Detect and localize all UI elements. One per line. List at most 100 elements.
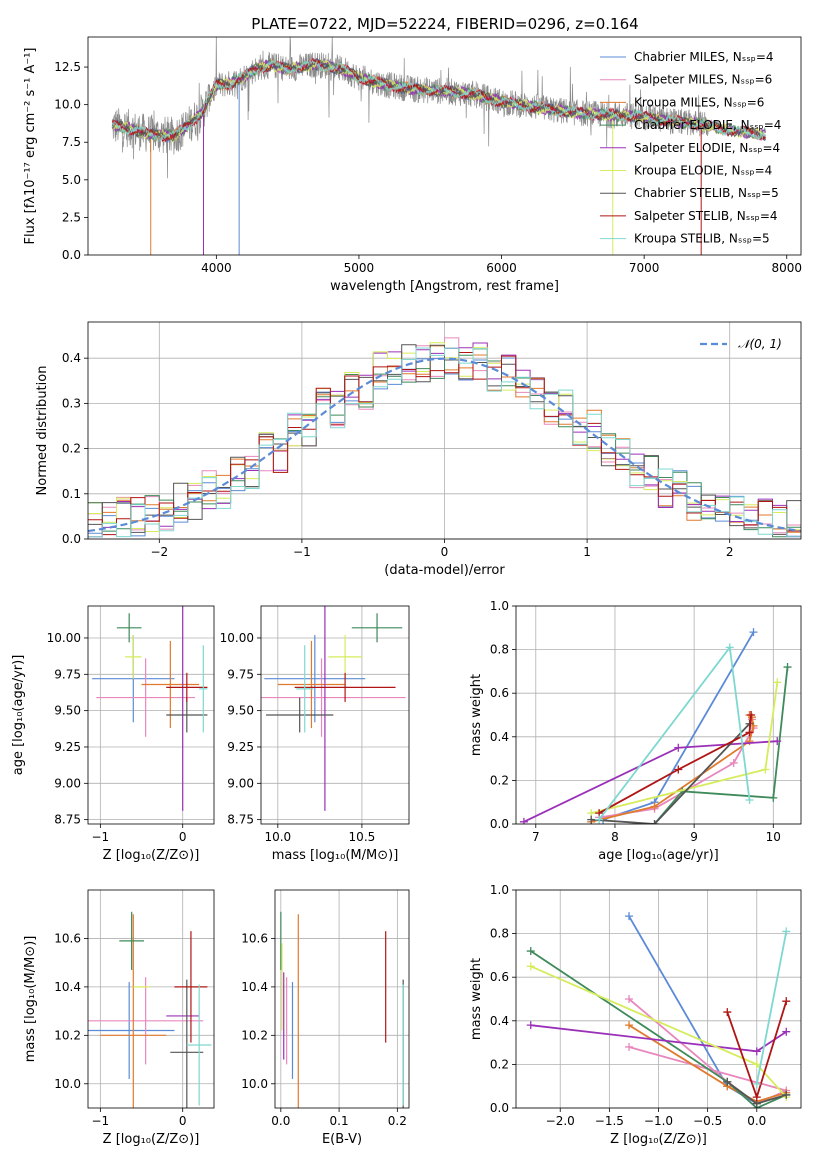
chart-age_vs_mass: 10.0 10.5 8.75 9.00 9.25 9.50 9.75 10.00 mass [l… xyxy=(220,605,410,863)
x-axis-label: Z [log₁₀(Z/Z⊙)] xyxy=(610,1132,707,1147)
model-spectrum-chabrier_stelib xyxy=(111,58,766,143)
point-marker-kroupa_stelib xyxy=(745,796,754,805)
point-marker-salpeter_stelib xyxy=(674,765,683,774)
y-tick-label: 9.50 xyxy=(227,704,254,718)
x-tick-label: −1 xyxy=(293,545,311,559)
point-marker-chabrier_miles xyxy=(625,912,634,921)
point-marker-kroupa_elodie xyxy=(752,1060,761,1069)
y-tick-label: 0.4 xyxy=(62,351,81,365)
point-marker-kroupa_elodie xyxy=(761,765,770,774)
series-line-chabrier_miles xyxy=(628,915,758,1105)
legend-label-kroupa_elodie: Kroupa ELODIE, Nₛₛₚ=4 xyxy=(634,164,772,178)
legend-label-chabrier_miles: Chabrier MILES, Nₛₛₚ=4 xyxy=(634,50,774,64)
x-tick-label: 8 xyxy=(611,830,619,844)
legend-label-kroupa_stelib: Kroupa STELIB, Nₛₛₚ=5 xyxy=(634,232,770,246)
axes-frame xyxy=(274,889,410,1109)
axes-frame xyxy=(260,605,410,825)
point-marker-kroupa_miles xyxy=(650,802,659,811)
x-tick-label: 0 xyxy=(179,1114,187,1128)
x-axis-label: wavelength [Angstrom, rest frame] xyxy=(330,279,559,294)
point-marker-kroupa_stelib xyxy=(595,815,604,824)
x-tick-label: 7000 xyxy=(629,261,660,275)
y-tick-label: 0.2 xyxy=(62,442,81,456)
point-marker-salpeter_elodie xyxy=(782,1027,791,1036)
y-tick-label: 9.25 xyxy=(227,740,254,754)
histogram-chabrier_elodie xyxy=(88,347,801,538)
y-tick-label: 10.0 xyxy=(54,98,81,112)
y-tick-label: 0.0 xyxy=(62,532,81,546)
plot-area-mass_vs_ebv xyxy=(280,911,404,1108)
y-tick-label: 0.4 xyxy=(490,730,509,744)
point-marker-kroupa_stelib xyxy=(752,1080,761,1089)
point-marker-chabrier_stelib xyxy=(723,1077,732,1086)
x-tick-label: 10 xyxy=(766,830,781,844)
x-tick-label: 8000 xyxy=(771,261,802,275)
plot-area-age_vs_Z xyxy=(92,606,208,811)
y-tick-label: 9.25 xyxy=(54,740,81,754)
y-tick-label: 9.75 xyxy=(54,667,81,681)
x-axis-label: Z [log₁₀(Z/Z⊙)] xyxy=(103,1132,200,1147)
point-marker-chabrier_elodie xyxy=(526,947,535,956)
chart-mass_vs_Z: −1 0 10.0 10.2 10.4 10.6 Z [log₁₀(Z/Z⊙)] mass [… xyxy=(23,889,215,1147)
point-marker-kroupa_stelib xyxy=(725,643,734,652)
y-tick-label: 7.5 xyxy=(62,135,81,149)
point-marker-salpeter_elodie xyxy=(752,1047,761,1056)
x-tick-label: 5000 xyxy=(344,261,375,275)
point-marker-salpeter_elodie xyxy=(519,817,528,824)
y-tick-label: 9.75 xyxy=(227,667,254,681)
point-marker-salpeter_stelib xyxy=(747,711,756,719)
x-tick-label: 6000 xyxy=(486,261,517,275)
y-tick-label: 0.0 xyxy=(490,1101,509,1115)
histogram-salpeter_stelib xyxy=(88,352,801,536)
x-tick-label: 0.1 xyxy=(330,1114,349,1128)
plot-area-spectrum xyxy=(111,37,766,255)
series-line-chabrier_elodie xyxy=(653,666,789,824)
axes-frame xyxy=(87,889,215,1109)
x-axis-label: (data-model)/error xyxy=(384,563,505,578)
figure-title: PLATE=0722, MJD=52224, FIBERID=0296, z=0… xyxy=(251,15,638,33)
plot-area-weight_vs_Z xyxy=(526,912,791,1108)
point-marker-chabrier_elodie xyxy=(769,793,778,802)
series-line-kroupa_stelib xyxy=(755,931,788,1085)
x-axis-label: Z [log₁₀(Z/Z⊙)] xyxy=(103,848,200,863)
point-marker-salpeter_miles xyxy=(729,758,738,767)
y-tick-label: 0.0 xyxy=(490,817,509,831)
point-marker-salpeter_stelib xyxy=(782,997,791,1006)
y-axis-label: Flux [fλ10⁻¹⁷ erg cm⁻² s⁻¹ A⁻¹] xyxy=(23,48,38,245)
axes-frame xyxy=(515,889,802,1109)
point-marker-salpeter_elodie xyxy=(674,743,683,752)
x-tick-label: 4000 xyxy=(201,261,232,275)
chart-weight_vs_Z: −2.0 −1.5 −1.0 −0.5 0.0 0.0 0.2 0.4 0.6 0.8 1.0 Z [… xyxy=(469,883,802,1147)
y-tick-label: 10.6 xyxy=(54,931,81,945)
observed-spectrum-line xyxy=(111,37,709,179)
histogram-kroupa_stelib xyxy=(88,347,801,538)
series-line-chabrier_elodie xyxy=(530,950,787,1108)
x-tick-label: 0.0 xyxy=(271,1114,290,1128)
y-tick-label: 9.50 xyxy=(54,704,81,718)
y-axis-label: mass [log₁₀(M/M⊙)] xyxy=(23,936,38,1063)
y-tick-label: 10.2 xyxy=(54,1028,81,1042)
y-tick-label: 0.2 xyxy=(490,773,509,787)
y-tick-label: 5.0 xyxy=(62,173,81,187)
chart-residuals: −2 −1 0 1 2 0.0 0.1 0.2 0.3 0.4 (data-model)/error… xyxy=(35,321,802,578)
y-axis-label: Normed distribution xyxy=(35,366,50,496)
series-line-salpeter_stelib xyxy=(598,714,752,814)
point-marker-salpeter_stelib xyxy=(723,1008,732,1017)
point-marker-chabrier_elodie xyxy=(783,663,792,672)
y-tick-label: 10.2 xyxy=(241,1028,268,1042)
point-marker-salpeter_stelib xyxy=(752,1093,761,1102)
point-marker-salpeter_elodie xyxy=(773,737,782,746)
point-marker-kroupa_stelib xyxy=(782,927,791,936)
x-tick-label: 0.2 xyxy=(388,1114,407,1128)
chart-weight_vs_age: 7 8 9 10 0.0 0.2 0.4 0.6 0.8 1.0 age [log₁₀(age/yr… xyxy=(469,599,802,863)
y-tick-label: 10.00 xyxy=(47,631,81,645)
x-tick-label: 10.0 xyxy=(264,830,291,844)
x-tick-label: −2.0 xyxy=(546,1114,575,1128)
legend-label-salpeter_miles: Salpeter MILES, Nₛₛₚ=6 xyxy=(634,73,772,87)
y-tick-label: 0.1 xyxy=(62,487,81,501)
legend: Chabrier MILES, Nₛₛₚ=4 Salpeter MILES, Nₛ… xyxy=(600,50,781,246)
chart-spectrum: 4000 5000 6000 7000 8000 0.0 2.5 5.0 7.5 10.0 12.5… xyxy=(23,36,802,294)
y-tick-label: 10.4 xyxy=(54,980,81,994)
plot-area-mass_vs_Z xyxy=(88,911,212,1108)
point-marker-chabrier_stelib xyxy=(650,820,659,824)
